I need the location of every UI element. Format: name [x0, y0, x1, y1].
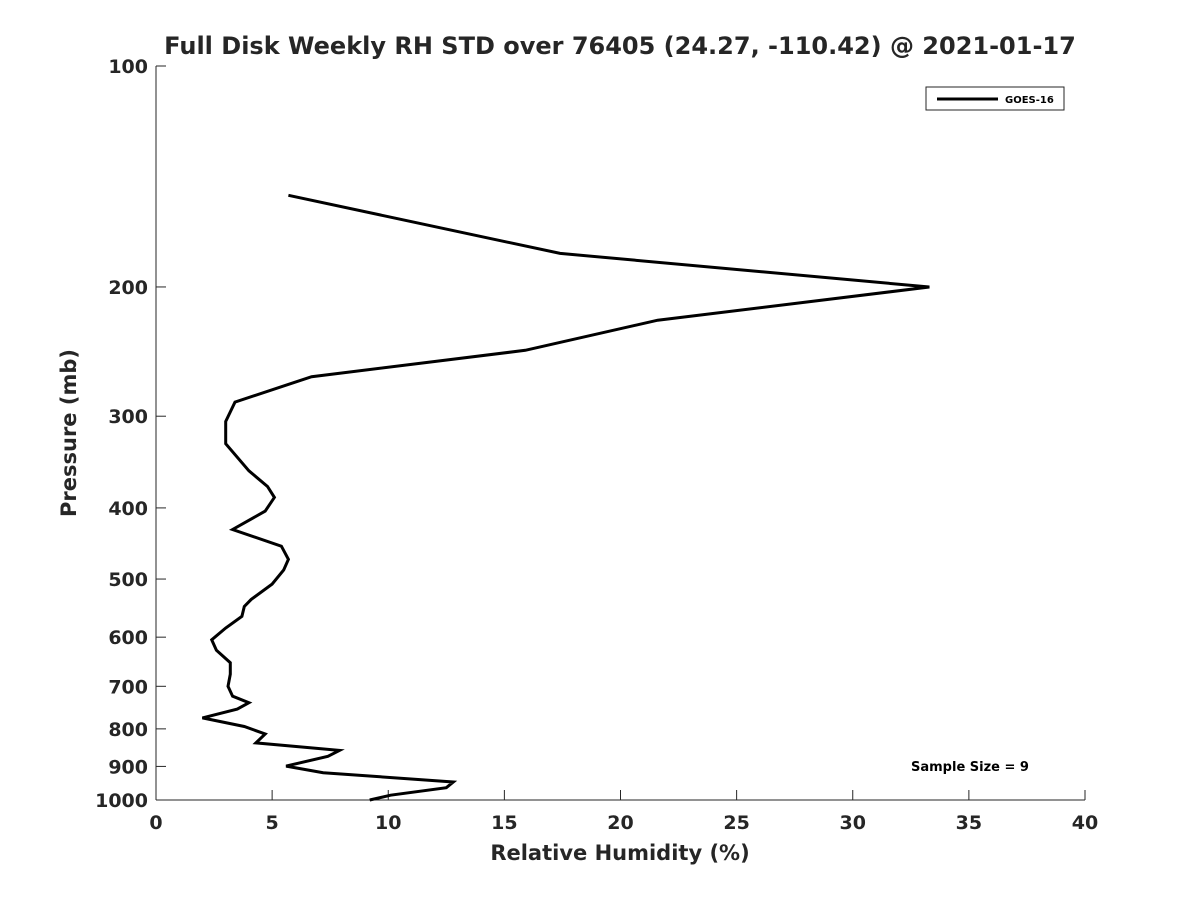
y-tick-label: 500: [108, 569, 148, 591]
x-tick-label: 30: [840, 812, 866, 834]
y-tick-label: 300: [108, 406, 148, 428]
ticks: 0 5 10 15 20 25 30 35 40 100 200 300 400 500 600 700 800…: [95, 56, 1098, 834]
x-tick-label: 0: [149, 812, 162, 834]
legend: GOES-16: [925, 86, 1065, 111]
x-axis-label: Relative Humidity (%): [490, 841, 749, 865]
y-tick-label: 200: [108, 277, 148, 299]
x-tick-label: 20: [607, 812, 633, 834]
x-tick-label: 40: [1072, 812, 1098, 834]
y-tick-label: 800: [108, 719, 148, 741]
legend-label-goes-16: GOES-16: [1005, 95, 1054, 106]
x-tick-label: 25: [723, 812, 749, 834]
series-layer: [202, 193, 930, 802]
y-tick-label: 100: [108, 56, 148, 78]
y-tick-label: 700: [108, 676, 148, 698]
x-tick-label: 15: [491, 812, 517, 834]
y-tick-label: 600: [108, 627, 148, 649]
y-axis-label: Pressure (mb): [57, 349, 81, 517]
y-tick-label: 400: [108, 498, 148, 520]
y-tick-label: 900: [108, 756, 148, 778]
x-tick-label: 5: [266, 812, 279, 834]
y-tick-label: 1000: [95, 790, 148, 812]
sample-size-annotation: Sample Size = 9: [911, 760, 1029, 775]
x-tick-label: 35: [956, 812, 982, 834]
x-tick-label: 10: [375, 812, 401, 834]
chart-title: Full Disk Weekly RH STD over 76405 (24.2…: [164, 32, 1076, 60]
series-line-goes-16: [202, 193, 930, 802]
